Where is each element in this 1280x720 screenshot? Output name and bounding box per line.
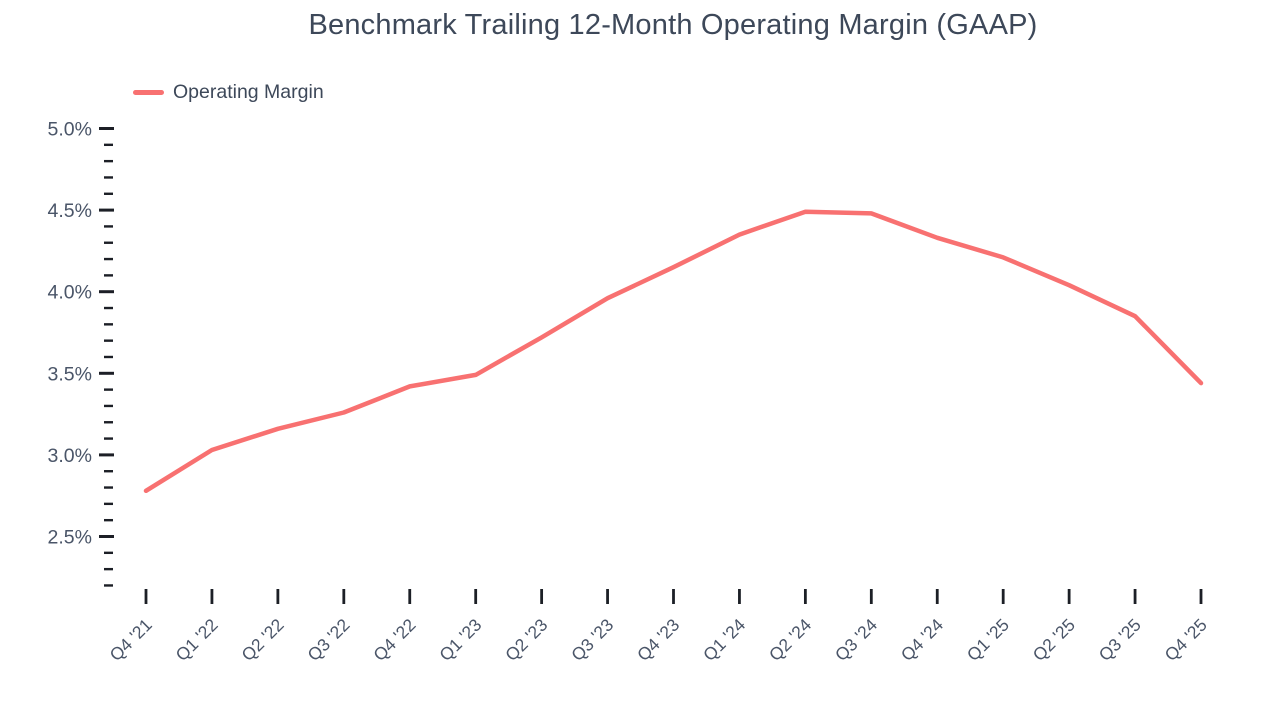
x-tick-label: Q2 '25 [1029, 615, 1079, 665]
x-tick-label: Q3 '22 [303, 615, 353, 665]
x-tick-label: Q4 '24 [897, 614, 947, 664]
x-tick-label: Q2 '23 [501, 615, 551, 665]
x-tick-label: Q3 '23 [567, 615, 617, 665]
x-tick-label: Q1 '25 [963, 615, 1013, 665]
x-axis-labels: Q4 '21 Q1 '22 Q2 '22 Q3 '22 Q4 '22 Q1 '23 Q2 '… [106, 614, 1211, 664]
x-tick-label: Q1 '22 [172, 615, 222, 665]
x-tick-label: Q2 '22 [237, 615, 287, 665]
x-tick-label: Q4 '25 [1161, 615, 1211, 665]
legend-line-swatch [133, 90, 164, 95]
legend: Operating Margin [133, 81, 324, 104]
x-tick-label: Q4 '21 [106, 615, 156, 665]
x-tick-label: Q2 '24 [765, 614, 815, 664]
y-tick-label: 3.5% [48, 363, 92, 385]
x-tick-label: Q4 '22 [369, 615, 419, 665]
y-tick-label: 4.5% [48, 200, 92, 222]
y-tick-label: 2.5% [48, 527, 92, 549]
operating-margin-line [143, 209, 1204, 494]
y-tick-label: 4.0% [48, 282, 92, 304]
x-tick-label: Q3 '24 [831, 614, 881, 664]
chart-title: Benchmark Trailing 12-Month Operating Ma… [308, 9, 1038, 41]
x-axis-ticks [144, 589, 1203, 604]
x-tick-label: Q4 '23 [633, 615, 683, 665]
x-tick-label: Q1 '23 [435, 615, 485, 665]
legend-label: Operating Margin [173, 81, 324, 103]
y-axis-ticks [99, 127, 114, 587]
y-tick-label: 3.0% [48, 445, 92, 467]
y-tick-label: 5.0% [48, 119, 92, 141]
x-tick-label: Q1 '24 [699, 614, 749, 664]
y-axis-labels: 5.0% 4.5% 4.0% 3.5% 3.0% 2.5% [48, 119, 92, 549]
x-tick-label: Q3 '25 [1095, 615, 1145, 665]
